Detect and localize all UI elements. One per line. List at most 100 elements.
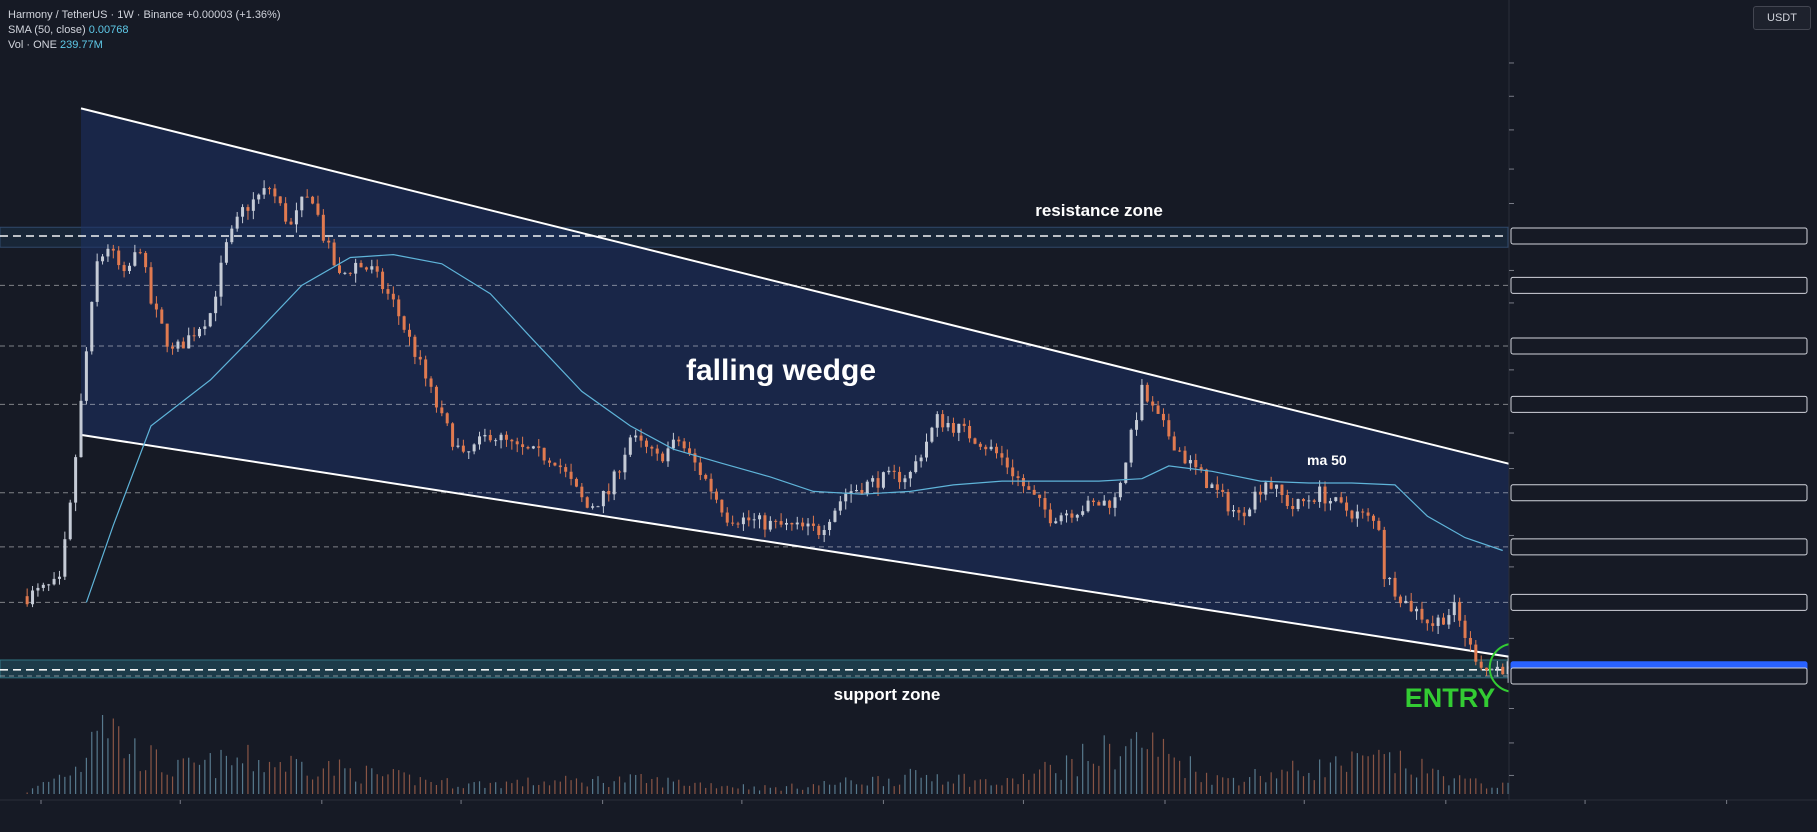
candle-body [31,590,35,605]
legend-volume-row[interactable]: Vol · ONE 239.77M [8,38,281,53]
candle-body [1264,482,1268,495]
candle-body [1291,505,1295,509]
support-zone-label: support zone [834,685,941,704]
candle-body [499,434,503,441]
volume-bar [548,785,551,794]
volume-bar [1340,765,1342,794]
volume-bar [1173,757,1175,794]
currency-button[interactable]: USDT [1753,6,1811,30]
volume-bar [990,785,992,794]
volume-bar [645,783,648,794]
volume-bar [1179,760,1181,794]
volume-bar [1335,756,1337,794]
candle-body [946,422,950,428]
falling-wedge-label: falling wedge [686,354,876,387]
candle-body [693,453,697,463]
volume-bar [1453,778,1455,794]
candle-body [25,596,29,605]
volume-bar [441,780,443,794]
candle-body [1388,577,1392,580]
volume-bar [1399,750,1402,794]
volume-bar [193,762,195,794]
candle-body [1339,497,1343,503]
volume-bar [1475,778,1477,794]
volume-bar [150,745,152,794]
volume-bar [322,768,324,794]
candle-body [257,194,261,200]
volume-bar [58,774,61,794]
volume-bar [42,782,44,794]
candle-body [736,523,740,525]
volume-bar [204,759,206,794]
candle-body [1054,521,1058,524]
candle-body [704,474,708,479]
candle-body [1269,482,1273,489]
volume-bar [317,776,319,794]
volume-bar [435,785,438,794]
sma-layer [85,253,1503,603]
candle-body [822,530,826,536]
volume-bar [1442,776,1445,794]
candle-body [537,446,541,448]
candle-body [1129,429,1133,463]
volume-value: 239.77M [59,39,103,51]
volume-bar [333,775,335,794]
candle-body [887,470,891,473]
candle-body [984,446,988,450]
candle-body [408,329,412,337]
candle-body [413,336,417,357]
volume-bar [532,785,534,794]
price-marker-box [1510,276,1808,294]
volume-bar [419,777,421,794]
volume-bar [473,782,475,794]
volume-bar [376,774,378,794]
legend-sma-row[interactable]: SMA (50, close) 0.00768 [8,23,281,38]
sma-label: SMA (50, close) [8,24,86,36]
volume-bar [597,776,599,794]
candle-body [154,303,158,310]
volume-bar [968,786,971,794]
candle-body [1479,661,1483,668]
volume-bar [171,776,174,794]
candle-body [1258,491,1262,495]
candle-body [494,440,498,442]
volume-bar [403,772,405,794]
volume-bar [1313,780,1315,794]
legend-symbol-row[interactable]: Harmony / TetherUS · 1W · Binance +0.000… [8,8,281,23]
volume-bar [1076,776,1078,794]
volume-bar [91,731,93,794]
candle-body [165,323,169,347]
candle-body [429,378,433,387]
candle-body [1151,401,1155,406]
volume-bar [1415,777,1418,794]
volume-bar [285,771,287,794]
volume-bar [198,764,201,794]
volume-bar [1378,749,1380,794]
volume-bar [974,780,976,794]
candle-body [962,423,966,426]
volume-bar [732,787,734,794]
wedge-layer [80,107,1703,688]
candle-body [1501,666,1505,675]
price-change: +0.00003 (+1.36%) [186,9,281,21]
volume-bar [1469,778,1472,794]
volume-bar [344,768,346,794]
candle-body [1011,467,1015,477]
volume-bar [942,784,944,794]
candle-body [628,437,632,455]
volume-bar [311,779,314,794]
candle-body [741,517,745,525]
volume-bar [1211,784,1213,794]
candle-body [580,486,584,498]
price-marker-box [1510,538,1808,556]
candle-body [849,491,853,494]
volume-bar [753,786,755,794]
volume-bar [1351,751,1353,794]
candle-body [1318,486,1322,502]
volume-bar [188,757,190,794]
volume-bar [1146,749,1148,794]
volume-bar [1200,782,1202,794]
candle-body [57,576,61,579]
